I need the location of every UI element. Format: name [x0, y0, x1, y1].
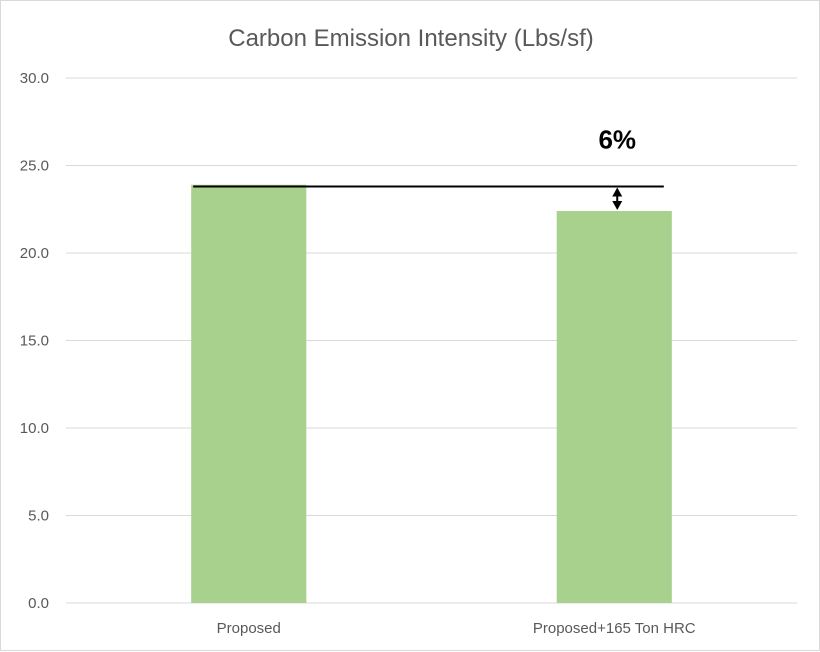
y-tick-label: 30.0 — [20, 70, 49, 87]
y-tick-label: 25.0 — [20, 158, 49, 175]
x-category-label: Proposed — [217, 620, 281, 637]
y-tick-label: 5.0 — [28, 508, 49, 525]
x-category-label: Proposed+165 Ton HRC — [533, 620, 696, 637]
bar — [556, 211, 672, 603]
x-axis-categories: Proposed Proposed+165 Ton HRC — [217, 620, 696, 637]
percent-reduction-label: 6% — [598, 125, 636, 155]
y-axis-ticks: 0.0 5.0 10.0 15.0 20.0 25.0 30.0 — [20, 70, 49, 612]
arrow-up-head — [612, 187, 623, 197]
y-tick-label: 20.0 — [20, 245, 49, 262]
arrow-down-head — [612, 201, 623, 210]
y-tick-label: 0.0 — [28, 595, 49, 612]
y-tick-label: 10.0 — [20, 420, 49, 437]
bars — [191, 184, 672, 603]
difference-annotation: 6% — [193, 125, 664, 210]
chart-title: Carbon Emission Intensity (Lbs/sf) — [228, 25, 593, 52]
bar — [191, 184, 307, 603]
gridlines — [66, 77, 797, 604]
y-tick-label: 15.0 — [20, 333, 49, 350]
